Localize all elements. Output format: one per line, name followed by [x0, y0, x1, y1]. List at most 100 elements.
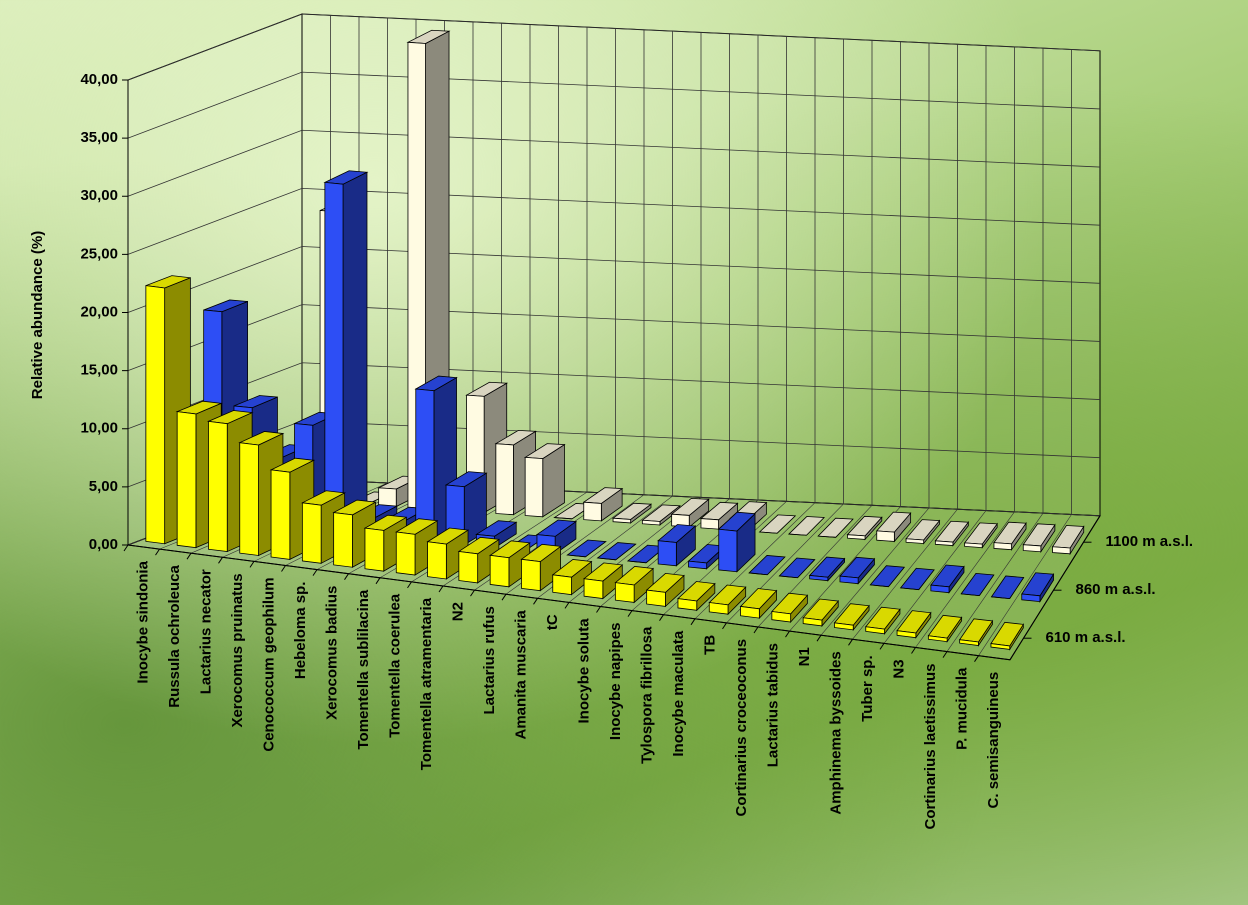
bar-front — [677, 598, 698, 611]
x-tick-label: Inocybe napipes — [607, 623, 624, 741]
bar-front — [378, 487, 397, 507]
x-tick-label: Tylospora fibrillosa — [639, 626, 656, 764]
bar — [817, 517, 854, 538]
bar — [748, 555, 786, 576]
bar-front — [395, 531, 416, 576]
y-tick-label: 10,00 — [80, 420, 118, 437]
x-tick-label: Lactarius necator — [198, 569, 215, 694]
bar-front — [176, 411, 197, 549]
bar-front — [990, 643, 1011, 650]
bar — [927, 614, 963, 643]
bar-front — [521, 558, 541, 592]
floor-grid — [820, 507, 930, 636]
bar — [802, 598, 840, 628]
bar-front — [495, 443, 514, 516]
bar — [758, 514, 797, 534]
x-tick — [753, 626, 759, 634]
bar — [626, 544, 667, 564]
bar — [614, 565, 655, 604]
x-tick — [375, 577, 381, 585]
bar-front — [961, 593, 980, 597]
floor-grid — [978, 514, 1072, 656]
bar — [960, 572, 995, 597]
bar — [1021, 572, 1055, 603]
series-label: 860 m a.s.l. — [1076, 581, 1156, 598]
bar-front — [847, 534, 866, 540]
x-tick — [596, 606, 601, 613]
x-tick — [438, 585, 444, 593]
bar — [489, 540, 531, 588]
grid-line — [127, 13, 1101, 81]
x-tick — [816, 634, 822, 642]
bar — [523, 443, 566, 518]
x-tick-label: Lactarius tabidus — [765, 643, 782, 767]
x-tick — [155, 548, 160, 556]
bar — [645, 572, 685, 608]
bar — [934, 520, 970, 547]
bar — [657, 524, 697, 567]
bar — [905, 519, 941, 545]
bar — [787, 516, 825, 536]
x-tick — [911, 647, 916, 654]
bar-front — [900, 587, 919, 591]
grid-line — [127, 71, 1101, 139]
x-tick-label: Lactarius rufus — [481, 606, 498, 714]
bar — [1022, 523, 1056, 554]
bar — [708, 584, 747, 616]
bar — [808, 556, 846, 582]
bar-front — [524, 456, 544, 518]
x-tick — [281, 565, 286, 572]
grid-line — [127, 187, 1101, 255]
bar-front — [700, 518, 719, 530]
bar-front — [749, 572, 768, 576]
y-tick-label: 30,00 — [80, 187, 118, 204]
bar — [582, 487, 624, 522]
x-tick — [659, 614, 664, 621]
x-tick — [974, 655, 979, 662]
x-tick — [848, 639, 853, 646]
bar — [641, 504, 681, 526]
bar — [771, 592, 809, 624]
x-tick — [186, 552, 192, 560]
x-tick-label: Tomentella atramentaria — [418, 597, 435, 770]
bar — [958, 618, 994, 647]
bar-front — [208, 420, 228, 553]
bar — [963, 522, 998, 549]
bar — [323, 170, 369, 534]
y-tick-label: 35,00 — [80, 129, 118, 146]
bar-front — [779, 575, 798, 579]
x-tick — [344, 573, 349, 580]
bar-front — [270, 469, 291, 560]
x-tick-label: Amanita muscaria — [513, 610, 530, 740]
x-tick-label: Cenococcum geophilum — [261, 577, 278, 751]
x-tick-label: N2 — [450, 602, 467, 621]
bar-front — [865, 626, 885, 635]
bar-front — [597, 557, 616, 561]
y-axis-label: Relative abundance (%) — [29, 231, 46, 399]
x-tick-label: C. semisanguineus — [985, 672, 1002, 809]
series-label: 610 m a.s.l. — [1046, 629, 1126, 646]
bar-front — [964, 542, 983, 549]
bar-front — [834, 622, 854, 631]
x-tick-label: Xerocomus badius — [324, 586, 341, 720]
grid-line — [127, 129, 1101, 197]
bar — [875, 511, 912, 543]
x-tick — [249, 561, 255, 568]
bar-front — [993, 542, 1012, 551]
bar — [778, 557, 816, 579]
bar — [930, 564, 965, 594]
bar-front — [927, 635, 948, 643]
bar-front — [554, 517, 573, 520]
x-tick — [942, 651, 948, 658]
y-tick-label: 15,00 — [80, 362, 118, 379]
x-tick-label: P. mucidula — [954, 667, 971, 750]
y-tick-label: 5,00 — [89, 478, 118, 495]
bar — [583, 562, 624, 600]
bar-front — [1021, 593, 1041, 603]
bar — [990, 575, 1025, 600]
bar — [865, 606, 901, 635]
bar-front — [646, 589, 666, 607]
bar-front — [489, 554, 510, 588]
